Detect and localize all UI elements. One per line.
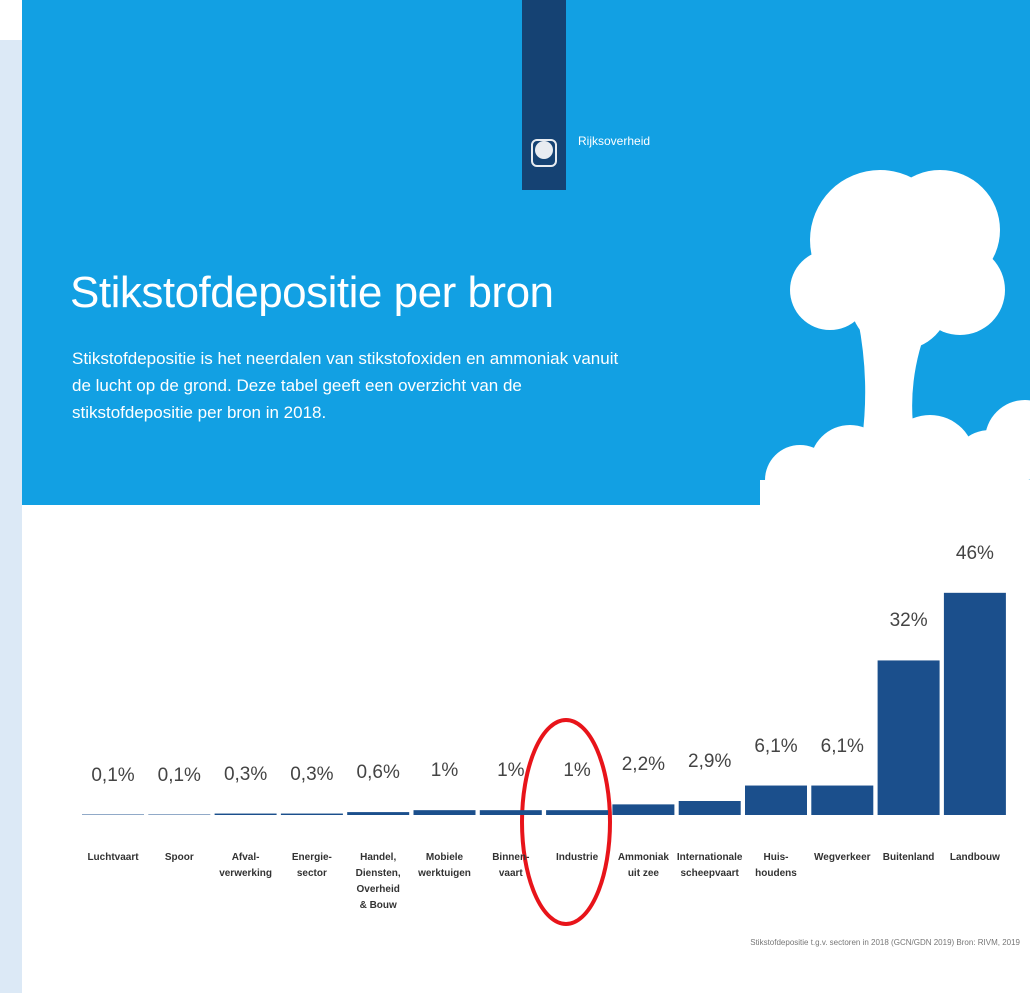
bar bbox=[878, 660, 940, 815]
logo-emblem bbox=[522, 0, 566, 190]
bar bbox=[281, 814, 343, 815]
value-label: 6,1% bbox=[741, 736, 811, 758]
x-tick-label: Landbouw bbox=[935, 850, 1015, 866]
bar bbox=[215, 814, 277, 815]
value-label: 0,1% bbox=[144, 765, 214, 787]
chart-title: Stikstofdepositie per bron bbox=[70, 268, 554, 318]
value-label: 2,9% bbox=[675, 751, 745, 773]
value-label: 1% bbox=[410, 760, 480, 782]
page: Rijksoverheid Stikstofdepositie per bron… bbox=[0, 0, 1030, 993]
bar bbox=[546, 810, 608, 815]
value-label: 32% bbox=[874, 610, 944, 632]
chart bbox=[0, 0, 1030, 993]
value-label: 0,3% bbox=[211, 764, 281, 786]
value-label: 1% bbox=[476, 760, 546, 782]
value-label: 0,1% bbox=[78, 765, 148, 787]
bar bbox=[347, 812, 409, 815]
source-note: Stikstofdepositie t.g.v. sectoren in 201… bbox=[700, 938, 1020, 947]
brand-name: Rijksoverheid bbox=[578, 134, 650, 148]
value-label: 6,1% bbox=[807, 736, 877, 758]
tree-illustration bbox=[760, 170, 1030, 515]
logo-band bbox=[522, 0, 566, 190]
value-label: 0,3% bbox=[277, 764, 347, 786]
highlight-ellipse bbox=[522, 720, 610, 924]
bar bbox=[944, 593, 1006, 815]
bar bbox=[414, 810, 476, 815]
bar bbox=[811, 786, 873, 815]
chart-subtitle: Stikstofdepositie is het neerdalen van s… bbox=[72, 345, 632, 426]
value-label: 1% bbox=[542, 760, 612, 782]
bar bbox=[679, 801, 741, 815]
bar bbox=[612, 804, 674, 815]
value-label: 0,6% bbox=[343, 762, 413, 784]
value-label: 2,2% bbox=[608, 754, 678, 776]
value-label: 46% bbox=[940, 543, 1010, 565]
bar bbox=[480, 810, 542, 815]
bar bbox=[745, 786, 807, 815]
